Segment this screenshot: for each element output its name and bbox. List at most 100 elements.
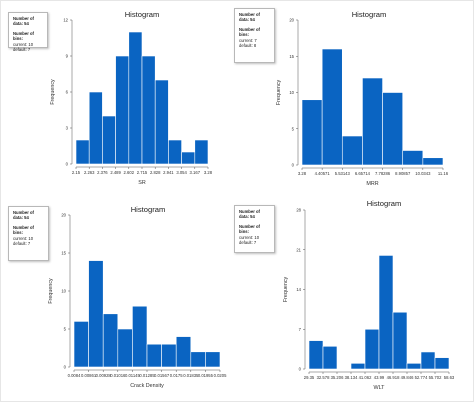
x-tick-label: 0.00928	[96, 373, 112, 378]
y-axis-label: Frequency	[50, 79, 56, 105]
y-tick-label: 5	[64, 327, 67, 332]
histogram-bar	[88, 260, 104, 368]
y-tick-label: 6	[66, 90, 69, 95]
x-tick-label: 2.15	[72, 170, 81, 175]
histogram-bar	[322, 345, 338, 370]
histogram-bar	[406, 363, 422, 370]
data-count-label: Number of data: 54	[239, 12, 260, 23]
data-count-label: Number of data: 54	[13, 16, 34, 27]
x-tick-label: 3.28	[298, 171, 307, 176]
histogram-bar	[154, 79, 169, 165]
x-tick-label: 58.63	[444, 375, 455, 380]
histogram-bar	[205, 351, 221, 368]
histogram-bar	[161, 343, 177, 368]
histogram-bar	[117, 328, 133, 368]
bins-current: current: 10	[239, 234, 260, 240]
histogram-bar	[132, 305, 148, 368]
x-tick-label: 0.01835	[183, 373, 199, 378]
histogram-bar	[321, 48, 343, 166]
histogram-bar	[378, 255, 394, 370]
y-axis-label: Frequency	[283, 276, 289, 302]
y-tick-label: 21	[296, 247, 301, 252]
histogram-bar	[420, 351, 436, 370]
histogram-bar	[146, 343, 162, 368]
x-tick-label: 32.578	[317, 375, 330, 380]
x-tick-label: 52.774	[415, 375, 428, 380]
x-tick-label: 0.0205	[214, 373, 227, 378]
x-tick-label: 0.01285	[139, 373, 155, 378]
histogram-bar	[141, 55, 156, 165]
x-tick-label: 0.0084	[68, 373, 81, 378]
histogram-bar	[88, 91, 103, 165]
bins-default: default: 7	[239, 240, 257, 246]
x-tick-label: 46.918	[387, 375, 400, 380]
x-tick-label: 0.0175	[170, 373, 183, 378]
x-tick-label: 0.01016	[110, 373, 126, 378]
chart-title: Histogram	[367, 199, 402, 208]
y-tick-label: 15	[289, 54, 294, 59]
y-tick-label: 5	[292, 126, 295, 131]
histogram-bar	[308, 340, 324, 370]
x-tick-label: 35.206	[331, 375, 344, 380]
x-axis-label: MRR	[366, 181, 378, 187]
bins-current: current: 7	[239, 37, 257, 43]
y-tick-label: 28	[296, 208, 301, 213]
histogram-mrr: Histogram 0 5 10 15 20 Frequency 3.28 4.40571 5.5…	[276, 10, 449, 187]
x-tick-label: 0.00861	[81, 373, 97, 378]
x-tick-label: 0.01567	[154, 373, 170, 378]
chart-title: Histogram	[352, 10, 387, 19]
y-tick-label: 0	[292, 163, 295, 168]
histogram-bar	[392, 311, 408, 370]
histogram-bar	[190, 351, 206, 368]
x-tick-label: 3.054	[176, 170, 187, 175]
y-tick-label: 20	[289, 18, 294, 23]
y-tick-label: 0	[66, 162, 69, 167]
y-tick-label: 10	[61, 289, 66, 294]
data-count-label: Number of data: 54	[13, 210, 34, 221]
histogram-bar	[73, 321, 89, 368]
y-tick-label: 9	[66, 54, 69, 59]
chart-title: Histogram	[125, 10, 160, 19]
histogram-bar	[175, 336, 192, 368]
histogram-bar	[350, 363, 366, 370]
x-tick-label: 5.53143	[335, 171, 351, 176]
x-tick-label: 4.40571	[315, 171, 331, 176]
histogram-panel-crack-density: Number of data: 54 Number of bins: curre…	[0, 201, 237, 402]
x-tick-label: 55.702	[429, 375, 442, 380]
y-tick-label: 0	[64, 365, 67, 370]
y-tick-label: 0	[299, 367, 302, 372]
chart-title: Histogram	[131, 205, 166, 214]
histogram-panel-wlt: Number of data: 54 Number of bins: curre…	[234, 199, 474, 402]
histogram-bar	[128, 31, 143, 165]
y-tick-label: 12	[63, 18, 68, 23]
x-tick-label: 8.90857	[395, 171, 411, 176]
x-tick-label: 49.846	[401, 375, 414, 380]
x-tick-label: 2.715	[137, 170, 148, 175]
data-count-label: Number of data: 54	[239, 209, 260, 220]
histogram-bar	[402, 150, 424, 166]
histogram-panel-sr: Number of data: 54 Number of bins: curre…	[0, 0, 237, 201]
x-tick-label: 10.0343	[415, 171, 431, 176]
x-tick-label: 29.35	[304, 375, 315, 380]
histogram-bar	[75, 139, 90, 165]
histogram-bar	[115, 55, 130, 165]
x-tick-label: 6.65714	[355, 171, 371, 176]
x-tick-label: 2.489	[110, 170, 121, 175]
x-tick-label: 0.01145	[125, 373, 140, 378]
histogram-bar	[102, 115, 116, 165]
x-tick-label: 11.16	[438, 171, 449, 176]
bins-heading: Number of bins:	[13, 224, 34, 236]
x-tick-label: 2.941	[163, 170, 174, 175]
bins-current: current: 10	[13, 41, 34, 47]
y-axis-label: Frequency	[276, 79, 282, 105]
bins-heading: Number of bins:	[239, 223, 260, 235]
histogram-panel-mrr: Number of data: 54 Number of bins: curre…	[234, 0, 474, 201]
y-tick-label: 7	[299, 327, 302, 332]
x-tick-label: 43.99	[374, 375, 385, 380]
y-tick-label: 20	[61, 213, 66, 218]
histogram-bar	[434, 357, 450, 370]
histogram-bar	[364, 328, 380, 370]
x-tick-label: 2.376	[97, 170, 108, 175]
